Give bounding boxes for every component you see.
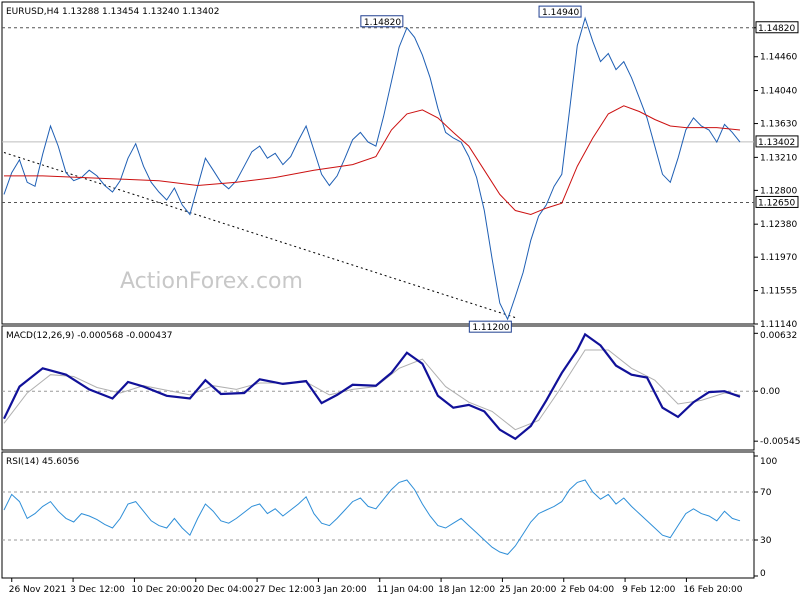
price-ref-label-high: 1.14820: [755, 21, 799, 34]
rsi-axis: 100 70 30 0: [754, 455, 777, 579]
price-series: [3, 16, 741, 321]
time-tick-label: 3 Jan 20:00: [315, 585, 367, 595]
time-tick-label: 25 Jan 20:00: [499, 585, 556, 595]
callout-high-1-label: 1.14820: [364, 18, 401, 28]
callout-high-2-label: 1.14940: [542, 8, 579, 18]
time-tick-label: 16 Feb 20:00: [683, 585, 742, 595]
rsi-tick-label: 70: [760, 488, 772, 498]
callout-high-1: 1.14820: [360, 15, 404, 28]
macd-tick-label: 0.00632: [760, 331, 797, 341]
time-tick-label: 18 Jan 12:00: [438, 585, 495, 595]
macd-header: MACD(12,26,9) -0.000568 -0.000437: [6, 331, 172, 341]
time-tick-label: 20 Dec 04:00: [193, 585, 254, 595]
price-panel-frame: [1, 1, 755, 325]
macd-series: [3, 332, 741, 441]
rsi-series: [3, 479, 741, 555]
rsi-tick-label: 30: [760, 536, 772, 546]
moving-average-series: [4, 105, 741, 216]
time-tick-label: 26 Nov 2021: [9, 585, 67, 595]
rsi-tick-label: 0: [760, 569, 766, 579]
price-header: EURUSD,H4 1.13288 1.13454 1.13240 1.1340…: [6, 7, 219, 17]
current-price-label: 1.13402: [755, 135, 799, 148]
price-tick-label: 1.14040: [760, 87, 797, 97]
rsi-tick-label: 100: [760, 457, 777, 467]
price-ref-label-low: 1.12650: [755, 195, 799, 208]
price-ref-label-high-text: 1.14820: [758, 24, 795, 34]
time-tick-label: 27 Dec 12:00: [254, 585, 315, 595]
price-tick-label: 1.11555: [760, 287, 797, 297]
time-tick-label: 10 Dec 20:00: [131, 585, 192, 595]
current-price-label-text: 1.13402: [758, 138, 795, 148]
price-ref-label-low-text: 1.12650: [758, 198, 795, 208]
price-tick-label: 1.11970: [760, 253, 797, 263]
time-axis: 26 Nov 2021 3 Dec 12:00 10 Dec 20:00 20 Dec…: [9, 578, 743, 595]
price-tick-label: 1.12800: [760, 186, 797, 196]
rsi-panel-frame: [1, 451, 755, 579]
rsi-header: RSI(14) 45.6056: [6, 457, 79, 467]
macd-axis: 0.00632 0.00 -0.005455: [754, 331, 800, 447]
time-tick-label: 3 Dec 12:00: [70, 585, 125, 595]
watermark: ActionForex.com: [120, 269, 303, 294]
time-tick-label: 9 Feb 12:00: [622, 585, 676, 595]
callout-high-2: 1.14940: [538, 5, 582, 18]
price-tick-label: 1.13210: [760, 153, 797, 163]
price-axis: 1.11140 1.11555 1.11970 1.12380 1.12800 1.132…: [754, 24, 797, 330]
macd-tick-label: 0.00: [760, 387, 780, 397]
macd-tick-label: -0.005455: [760, 437, 800, 447]
time-tick-label: 2 Feb 04:00: [561, 585, 615, 595]
time-tick-label: 11 Jan 04:00: [377, 585, 434, 595]
price-tick-label: 1.11140: [760, 320, 797, 330]
macd-panel-frame: [1, 325, 755, 451]
callout-low: 1.11200: [468, 320, 512, 333]
price-tick-label: 1.13630: [760, 120, 797, 130]
price-tick-label: 1.14460: [760, 53, 797, 63]
callout-low-label: 1.11200: [472, 323, 509, 333]
price-tick-label: 1.12380: [760, 220, 797, 230]
